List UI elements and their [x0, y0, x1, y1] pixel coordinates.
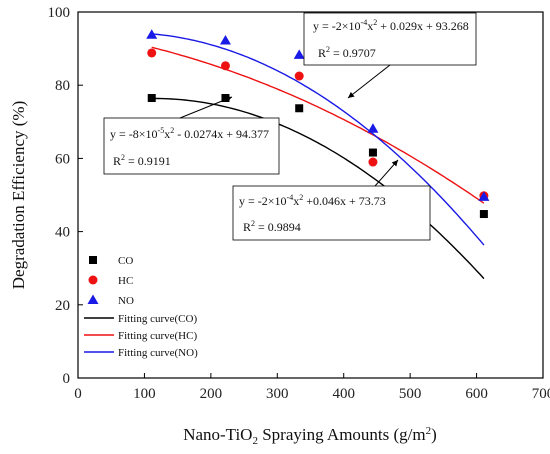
- legend-marker-no: [87, 294, 99, 304]
- fit-curve-fittingcurveno: [151, 33, 485, 246]
- y-tick-label: 40: [55, 225, 70, 241]
- legend-label-fit: Fitting curve(HC): [118, 330, 197, 342]
- data-point-no: [219, 35, 231, 45]
- data-point-no: [293, 49, 305, 59]
- y-tick-label: 0: [63, 371, 71, 387]
- annotation-co: y = -2×10-4x2 +0.046x + 73.73 R2 = 0.989…: [232, 185, 431, 241]
- data-point-no: [146, 29, 158, 39]
- annotation-no-equation: y = -2×10-4x2 + 0.029x + 93.268: [313, 18, 469, 33]
- legend-label-fit: Fitting curve(CO): [118, 313, 197, 325]
- plot-frame: [77, 11, 544, 379]
- annotation-co-r2: R2 = 0.9894: [243, 219, 301, 234]
- data-point-co: [479, 210, 488, 219]
- annotation-hc: y = -8×10-5x2 - 0.0274x + 94.377 R2 = 0.…: [103, 117, 280, 175]
- x-tick-label: 100: [133, 386, 156, 402]
- data-point-no: [478, 191, 490, 201]
- legend-marker-co: [89, 256, 97, 264]
- annotation-hc-r2: R2 = 0.9191: [113, 153, 171, 168]
- x-tick-label: 600: [465, 386, 488, 402]
- y-tick-label: 20: [55, 298, 70, 314]
- legend-marker-hc: [88, 275, 98, 285]
- y-axis-title: Degradation Efficiency (%): [9, 101, 28, 290]
- data-point-co: [368, 148, 377, 157]
- y-tick-label: 80: [55, 78, 70, 94]
- axis-ticks: 0 100 200 300 400 500 600 700 0 20 40 60 80 100: [48, 5, 550, 402]
- data-point-hc: [294, 71, 304, 81]
- legend-label-hc: HC: [118, 275, 133, 287]
- data-point-no: [367, 123, 379, 133]
- annotation-co-arrow: [374, 159, 399, 187]
- annotation-no: y = -2×10-4x2 + 0.029x + 93.268 R2 = 0.9…: [303, 12, 477, 66]
- annotation-hc-arrow: [179, 96, 233, 119]
- data-point-hc: [220, 61, 230, 71]
- legend-label-no: NO: [118, 295, 134, 307]
- annotation-hc-box: [103, 117, 280, 175]
- x-tick-label: 500: [399, 386, 422, 402]
- x-tick-label: 700: [532, 386, 550, 402]
- x-tick-label: 200: [200, 386, 223, 402]
- data-point-hc: [368, 157, 378, 167]
- x-tick-label: 400: [332, 386, 355, 402]
- legend: CO HC NO Fitting curve(CO) Fitting curve(HC)…: [84, 255, 198, 359]
- data-point-co: [295, 104, 304, 113]
- annotation-co-equation: y = -2×10-4x2 +0.046x + 73.73: [239, 193, 386, 208]
- x-tick-label: 0: [74, 386, 82, 402]
- annotation-no-r2: R2 = 0.9707: [318, 45, 376, 60]
- annotation-hc-equation: y = -8×10-5x2 - 0.0274x + 94.377: [110, 126, 269, 141]
- fit-curve-fittingcurvehc: [151, 46, 485, 204]
- y-tick-label: 100: [48, 5, 71, 21]
- data-point-hc: [147, 48, 157, 58]
- x-axis-title: Nano-TiO2 Spraying Amounts (g/m2): [183, 425, 437, 447]
- legend-label-fit: Fitting curve(NO): [118, 347, 198, 359]
- data-point-co: [147, 94, 156, 103]
- annotation-no-arrow: [347, 64, 391, 99]
- annotation-no-box: [303, 12, 477, 66]
- annotation-co-box: [232, 185, 431, 241]
- y-tick-label: 60: [55, 151, 70, 167]
- legend-label-co: CO: [118, 255, 133, 267]
- x-tick-label: 300: [266, 386, 289, 402]
